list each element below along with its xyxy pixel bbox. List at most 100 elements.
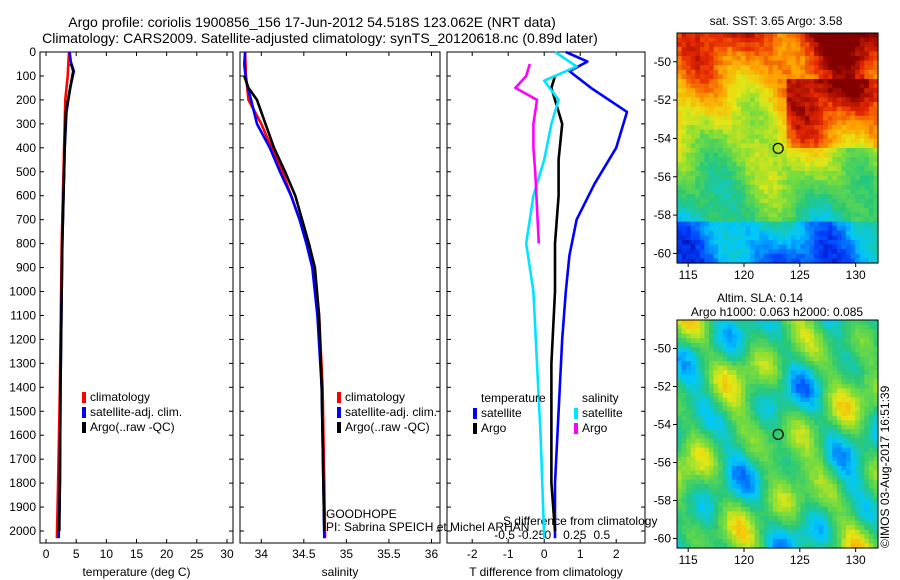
sst_map-cell [759, 194, 765, 200]
sst_map-cell [750, 189, 756, 195]
sst_map-cell [690, 46, 696, 52]
sst_map-cell [740, 180, 747, 186]
sla_map-cell [873, 351, 879, 358]
sst_map-cell [859, 221, 865, 227]
sst_map-cell [681, 60, 687, 66]
sst_map-cell [846, 83, 852, 89]
sla_map-cell [759, 447, 765, 453]
sla_map-cell [727, 333, 733, 339]
sst_map-cell [750, 249, 756, 255]
sla_map-cell [804, 397, 811, 403]
sla_map-cell [777, 415, 783, 421]
sst_map-cell [736, 175, 742, 181]
sst_map-cell [786, 138, 792, 144]
sla_map-cell [731, 434, 737, 440]
sst_map-cell [690, 83, 696, 89]
sla_map-cell [768, 456, 774, 462]
difference-top-tick-label: 0.25 [563, 528, 587, 542]
sla_map-cell [841, 529, 847, 535]
sst_map-cell [690, 212, 696, 218]
sst_map-cell [704, 166, 710, 172]
salinity-xtick-label: 34 [255, 547, 269, 561]
sst_map-cell [791, 51, 797, 57]
sst_map-cell [827, 152, 833, 158]
sla_map-cell [855, 424, 861, 431]
sla_map-cell [772, 411, 779, 417]
sst_map-cell [695, 152, 701, 158]
sst_map-cell [786, 143, 792, 149]
sst_map-cell [841, 138, 847, 144]
salinity-xtick-label: 34.5 [292, 547, 316, 561]
sla_map-cell [823, 329, 829, 335]
salinity-xtick-label: 36 [425, 547, 439, 561]
sla_map-cell [782, 497, 788, 503]
sst_map-cell [832, 33, 838, 39]
sla_map-cell [777, 538, 783, 545]
sla_map-cell [777, 379, 783, 385]
sst_map-cell [809, 189, 815, 195]
sst_map-cell [690, 33, 696, 39]
sla_map-cell [708, 465, 715, 472]
sst_map-cell [804, 212, 811, 218]
salinity-xtick-label: 35.5 [377, 547, 401, 561]
sst_map-cell [786, 37, 792, 43]
sst_map-cell [695, 46, 701, 52]
sla_map-cell [809, 484, 815, 490]
sst_map-cell [718, 51, 724, 57]
sst_map-cell [754, 33, 760, 39]
sla_map-cell [713, 529, 719, 535]
sst_map-cell [750, 120, 756, 126]
sla_map-cell [713, 365, 719, 371]
sla_map-cell [846, 411, 852, 417]
sla_map-cell [704, 429, 710, 435]
sla_map-cell [736, 351, 742, 358]
sla_map-cell [777, 511, 783, 517]
sst_map-cell [855, 161, 861, 167]
sst_map-cell [677, 180, 683, 186]
sst_map-cell [782, 203, 788, 209]
sla_map-cell [864, 543, 870, 549]
sla_map-cell [786, 434, 792, 440]
sst_map-cell [868, 129, 875, 135]
sst_map-cell [814, 235, 820, 241]
sst_map-cell [686, 46, 692, 52]
sla_map-cell [832, 383, 838, 389]
sla_map-cell [841, 452, 847, 458]
sst_map-cell [763, 235, 769, 241]
sla_map-cell [868, 443, 875, 449]
sst_map-cell [809, 46, 815, 52]
sst_map-cell [809, 79, 815, 85]
sst_map-cell [804, 33, 811, 39]
sla_map-cell [713, 447, 719, 453]
sst_map-cell [786, 69, 792, 75]
sst_map-cell [782, 230, 788, 236]
sst_map-cell [722, 74, 728, 80]
sla_map-cell [795, 429, 801, 435]
sst_map-cell [731, 97, 737, 103]
sst_map-cell [859, 230, 865, 236]
sla_map-cell [731, 392, 737, 399]
sla_map-cell [777, 420, 783, 426]
sla_map-cell [873, 388, 879, 394]
sla_map-cell [809, 370, 815, 376]
sst_map-cell [695, 148, 701, 154]
sst_map-cell [777, 152, 783, 158]
sla_map-cell [690, 438, 696, 444]
sst_map-cell [736, 253, 742, 259]
sla_map-cell [704, 420, 710, 426]
difference-legend-label: Argo [481, 421, 507, 435]
sst_map-cell [777, 157, 783, 163]
sla_map-cell [763, 438, 769, 444]
sla_map-cell [754, 506, 760, 513]
sla_map-cell [768, 361, 774, 367]
sst_map-cell [677, 240, 683, 246]
sla_map-cell [731, 379, 737, 385]
sst_map-cell [750, 212, 756, 218]
sst_map-cell [850, 79, 856, 85]
sla_map-cell [704, 502, 710, 508]
sla_map-cell [695, 324, 701, 330]
sla_map-cell [768, 434, 774, 440]
sst_map-cell [823, 69, 829, 75]
sst_map-cell [718, 102, 724, 108]
sst_map-cell [727, 253, 733, 259]
